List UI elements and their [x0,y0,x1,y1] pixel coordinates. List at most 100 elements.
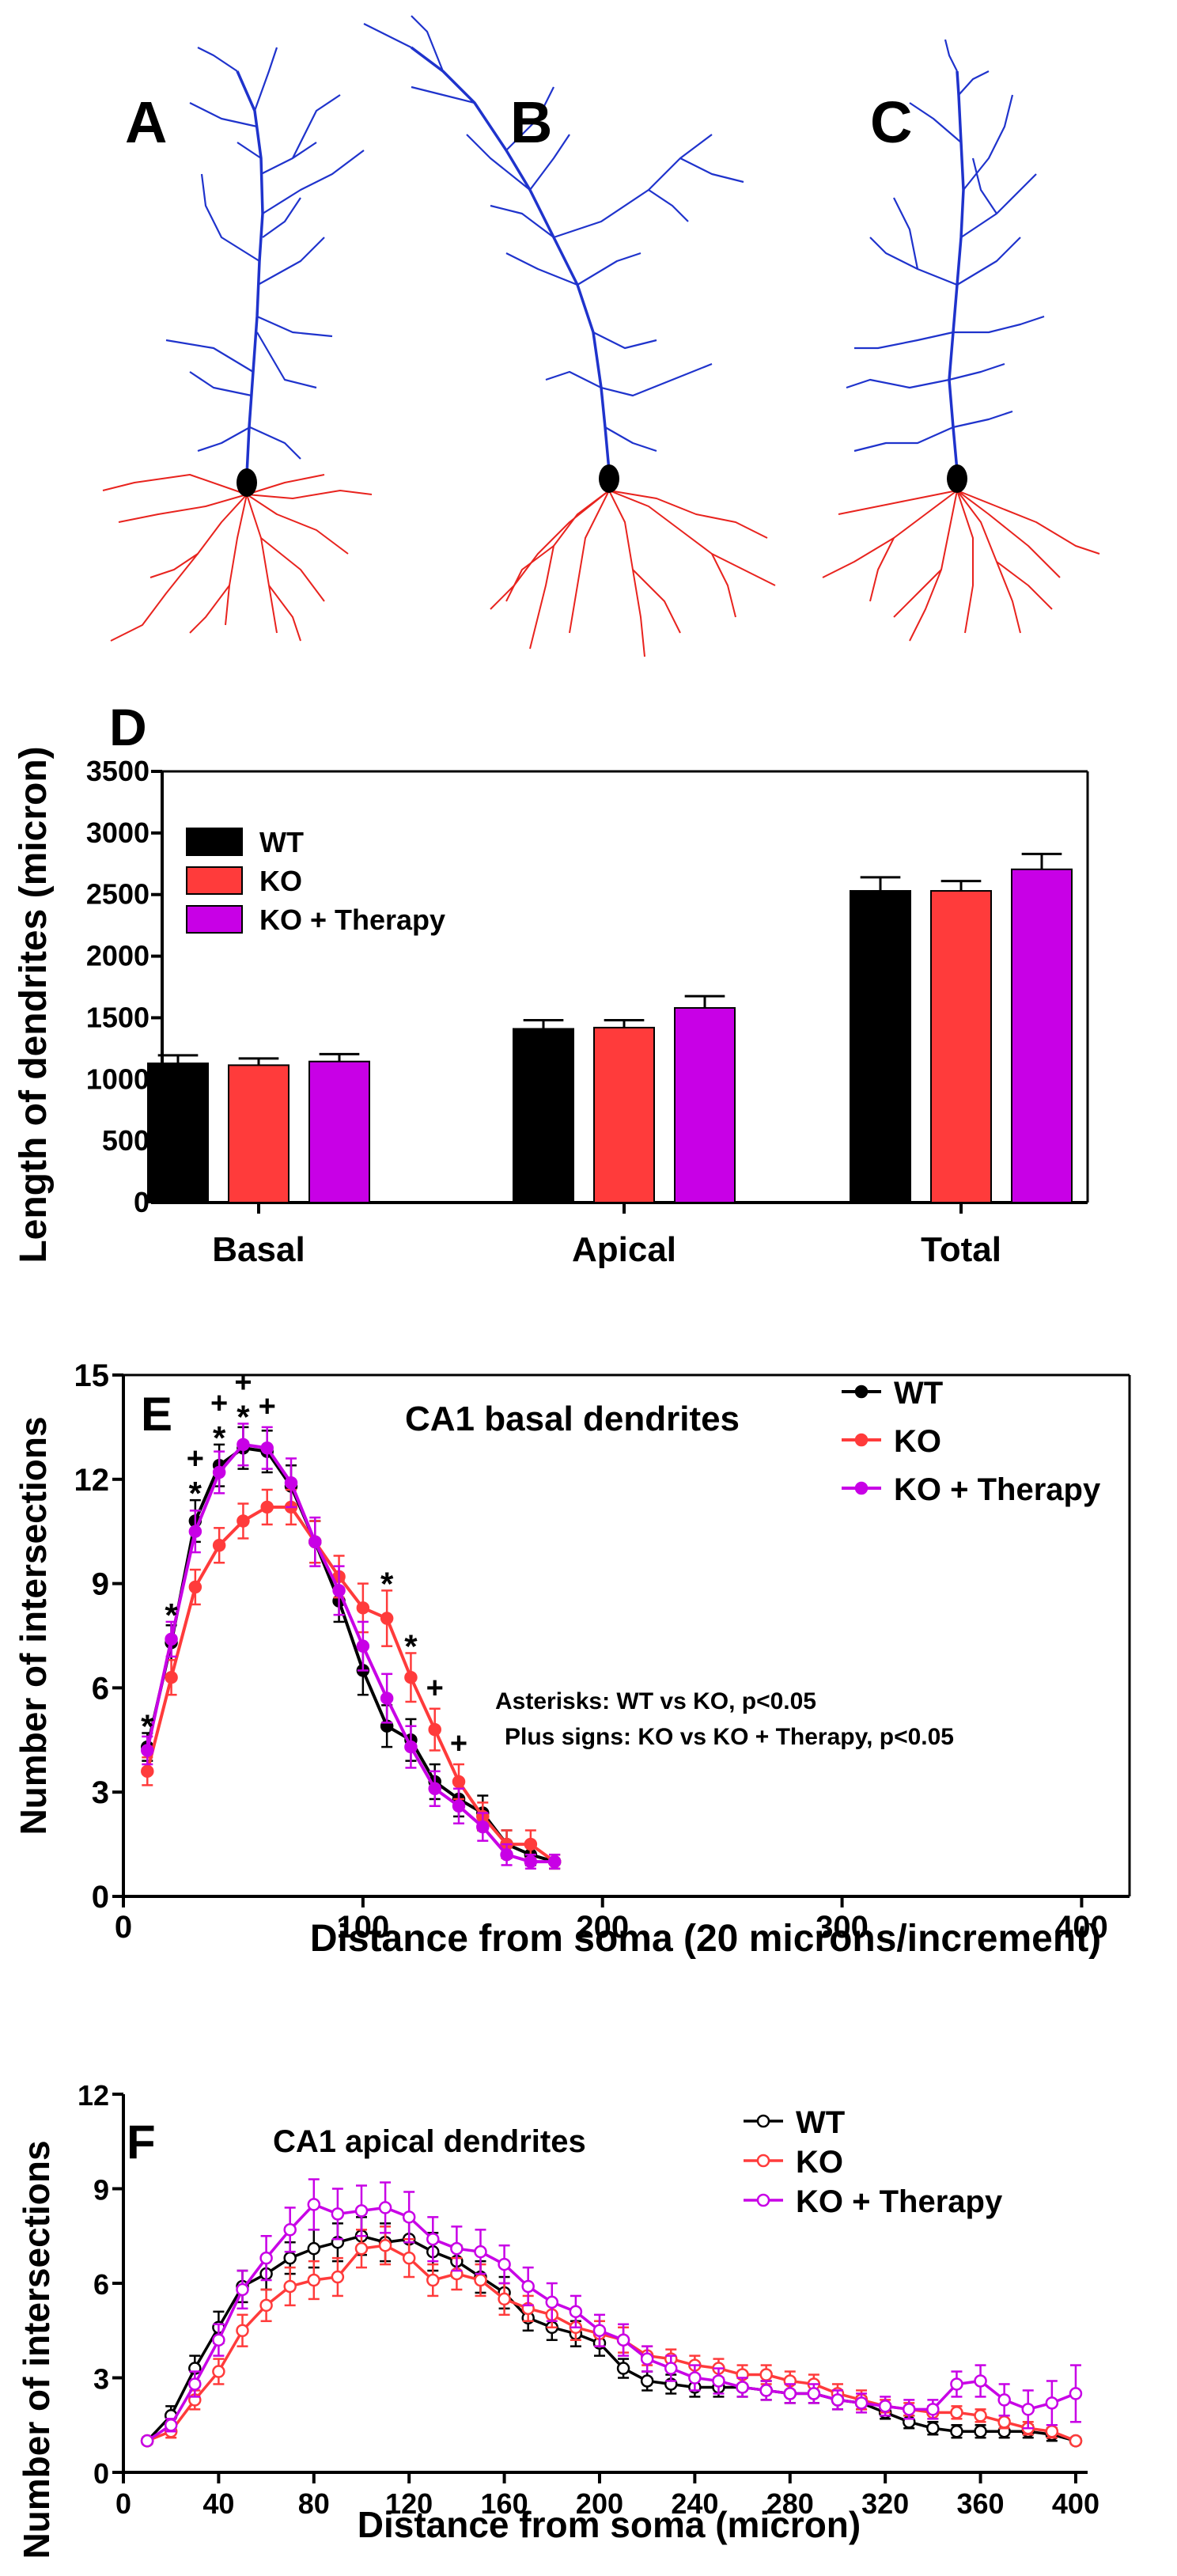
apical-dendrite-branch [256,331,317,389]
chart-f-data-point [354,2204,369,2218]
chart-f-legend-label: KO + Therapy [796,2184,1003,2219]
chart-e-data-point [260,1441,274,1455]
chart-d-category-label: Total [921,1230,1001,1269]
apical-dendrite-branch [237,142,262,159]
chart-f-data-point [426,2232,440,2246]
panel-e-label: E [141,1388,172,1441]
chart-e-asterisk-marker: * [404,1627,418,1665]
chart-f-data-point [307,2273,321,2287]
chart-e-data-point [165,1632,178,1646]
chart-e-asterisk-marker: * [237,1399,250,1436]
chart-e-annotation-asterisks: Asterisks: WT vs KO, p<0.05 [495,1688,816,1714]
chart-f-y-tick-label: 9 [93,2174,109,2207]
chart-e-data-point [284,1476,298,1490]
chart-d-bar [930,890,992,1203]
chart-e-data-point [332,1584,346,1597]
chart-e-data-point [237,1514,250,1528]
chart-e-data-point [308,1535,322,1549]
panel-c-label: C [870,89,912,155]
chart-f-data-point [664,2362,678,2375]
apical-dendrite-branch [577,252,641,286]
basal-dendrite-branch [246,494,349,555]
apical-dendrite-branch [553,134,713,239]
chart-f-data-point [236,2324,249,2337]
chart-e-y-tick-label: 0 [92,1880,109,1915]
chart-f-data-point [1069,2434,1083,2448]
basal-dendrite-branch [246,490,373,499]
chart-f-legend-marker [756,2114,770,2128]
apical-dendrite-branch [960,173,1037,238]
chart-e-data-point [212,1465,226,1479]
basal-dendrite-branch [996,561,1053,610]
chart-e-annotation-plus-signs: Plus signs: KO vs KO + Therapy, p<0.05 [505,1724,954,1750]
apical-dendrite-branch [846,378,950,389]
chart-d-y-tick-label: 1500 [86,1001,149,1033]
chart-e-plus-marker: + [450,1727,467,1760]
chart-e-plus-marker: + [259,1390,276,1423]
chart-f-data-point [878,2400,892,2413]
basal-dendrite-branch [632,569,681,634]
chart-e-data-point [212,1539,226,1552]
chart-f-data-point [354,2241,369,2256]
chart-d-y-tick-label: 500 [102,1124,149,1157]
chart-d-bar [228,1064,290,1203]
apical-dendrite-branch [600,362,713,397]
apical-dendrite-branch [236,70,264,475]
chart-f-x-axis-label: Distance from soma (micron) [358,2504,861,2545]
chart-e-data-point [380,1691,394,1705]
chart-e-y-axis-label: Number of intersections [13,1416,54,1835]
chart-e-data-point [452,1775,466,1789]
chart-f-data-point [926,2403,940,2416]
chart-f-data-point [474,2245,487,2259]
chart-d-y-tick-label: 0 [134,1186,149,1218]
apical-dendrite-branch [262,197,301,238]
chart-f-data-point [903,2403,916,2416]
chart-e-data-point [500,1848,513,1862]
apical-dendrite-branch [200,173,260,262]
chart-f-data-point [307,2241,321,2256]
chart-e-data-point [404,1670,418,1684]
panel-a-label: A [125,89,167,155]
chart-f-data-point [378,2238,392,2252]
chart-f-data-point [1021,2403,1035,2416]
neuron-a [102,47,373,642]
panel-f-label: F [127,2116,156,2169]
chart-d-bar [513,1028,574,1204]
chart-f-y-tick-label: 0 [93,2457,109,2490]
neuron-c [822,39,1100,642]
chart-d-bar [674,1006,736,1203]
basal-dendrite-branch [225,494,248,626]
apical-dendrite-branch [262,150,365,214]
panel-b-label: B [510,89,552,155]
chart-e-y-tick-label: 9 [92,1567,109,1602]
chart-f-data-point [783,2387,797,2400]
chart-e-plus-marker: + [234,1366,252,1400]
chart-f-data-point [616,2362,630,2375]
chart-f-data-point [1045,2424,1059,2438]
chart-f-x-tick-label: 0 [115,2487,131,2520]
chart-f-data-point [331,2270,345,2284]
soma-a [237,468,257,497]
chart-e-y-tick-label: 3 [92,1775,109,1810]
basal-dendrite-branch [505,545,554,602]
apical-dendrite-branch [490,204,554,238]
chart-f-data-point [759,2384,773,2397]
basal-dendrite-branch [246,494,278,634]
apical-dendrite-branch [189,371,252,397]
chart-f-series-line [146,2234,1077,2442]
apical-dendrite-branch [411,15,445,72]
apical-dendrite-branch [165,339,254,373]
chart-f-data-point [521,2279,535,2294]
chart-e-y-tick-label: 6 [92,1671,109,1706]
chart-f-data-point [259,2251,273,2265]
chart-d-y-tick-label: 2000 [86,940,149,972]
chart-e-data-point [380,1612,394,1625]
chart-e-y-tick-label: 12 [74,1463,110,1498]
chart-f-x-tick-label: 200 [576,2487,623,2520]
chart-f-y-tick-label: 3 [93,2363,109,2396]
basal-dendrite-branch [956,490,974,634]
chart-e-asterisk-marker: * [141,1708,154,1745]
chart-f-data-point [236,2282,249,2297]
apical-dendrite-branch [249,426,301,460]
